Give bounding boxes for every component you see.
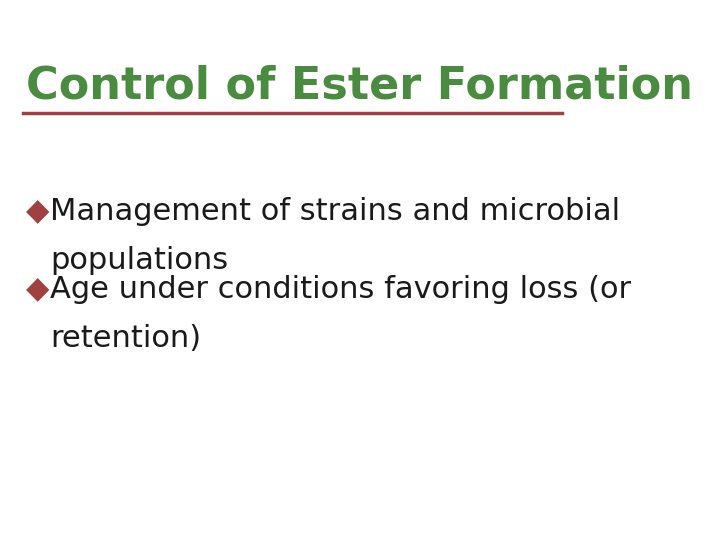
Text: populations: populations xyxy=(50,246,228,275)
Text: Control of Ester Formation: Control of Ester Formation xyxy=(27,65,693,108)
Text: retention): retention) xyxy=(50,324,201,353)
Text: ◆: ◆ xyxy=(27,197,50,226)
Text: Age under conditions favoring loss (or: Age under conditions favoring loss (or xyxy=(50,275,631,305)
Text: ◆: ◆ xyxy=(27,275,50,305)
Text: Management of strains and microbial: Management of strains and microbial xyxy=(50,197,620,226)
